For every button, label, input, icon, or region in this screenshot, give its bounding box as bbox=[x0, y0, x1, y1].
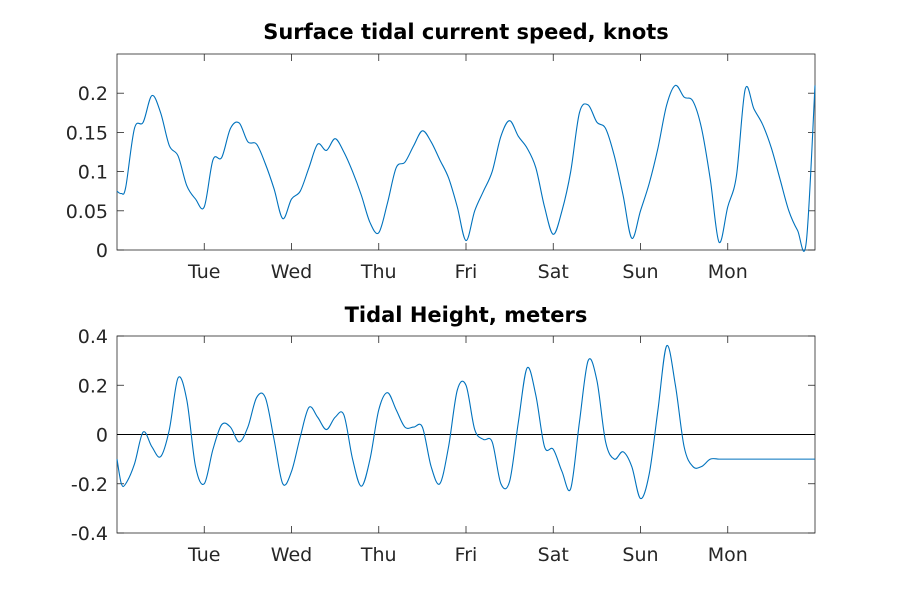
x-tick-label: Fri bbox=[455, 544, 478, 566]
x-tick-label: Wed bbox=[271, 261, 312, 283]
y-tick-label: -0.4 bbox=[71, 523, 108, 545]
x-tick-label: Fri bbox=[455, 261, 478, 283]
x-tick-label: Mon bbox=[708, 544, 748, 566]
y-tick-label: 0.2 bbox=[78, 83, 108, 105]
y-tick-label: 0 bbox=[96, 425, 108, 447]
y-tick-label: 0.4 bbox=[78, 326, 108, 348]
y-tick-label: 0 bbox=[96, 240, 108, 262]
y-tick-label: 0.15 bbox=[66, 122, 108, 144]
plot-area bbox=[116, 53, 816, 251]
y-tick-label: 0.2 bbox=[78, 375, 108, 397]
y-tick-label: 0.1 bbox=[78, 162, 108, 184]
x-tick-label: Sat bbox=[538, 544, 569, 566]
x-tick-label: Thu bbox=[360, 261, 397, 283]
chart-panel-2: Tidal Height, meters -0.4 -0.2 0 0.2 0.4 Tue We… bbox=[71, 303, 816, 566]
series-line-1 bbox=[116, 84, 816, 252]
y-tick-label: -0.2 bbox=[71, 474, 108, 496]
x-tick-label: Tue bbox=[187, 261, 220, 283]
x-tick-label: Tue bbox=[187, 544, 220, 566]
chart-panel-1: Surface tidal current speed, knots 0 0.05 0… bbox=[66, 20, 816, 283]
chart-title: Surface tidal current speed, knots bbox=[263, 20, 669, 44]
x-tick-label: Sun bbox=[622, 261, 658, 283]
series-line-1 bbox=[116, 345, 815, 500]
x-tick-label: Mon bbox=[708, 261, 748, 283]
x-tick-label: Sun bbox=[622, 544, 658, 566]
x-tick-label: Thu bbox=[360, 544, 397, 566]
x-tick-label: Wed bbox=[271, 544, 312, 566]
x-tick-label: Sat bbox=[538, 261, 569, 283]
chart-title: Tidal Height, meters bbox=[345, 303, 588, 327]
y-tick-label: 0.05 bbox=[66, 201, 108, 223]
